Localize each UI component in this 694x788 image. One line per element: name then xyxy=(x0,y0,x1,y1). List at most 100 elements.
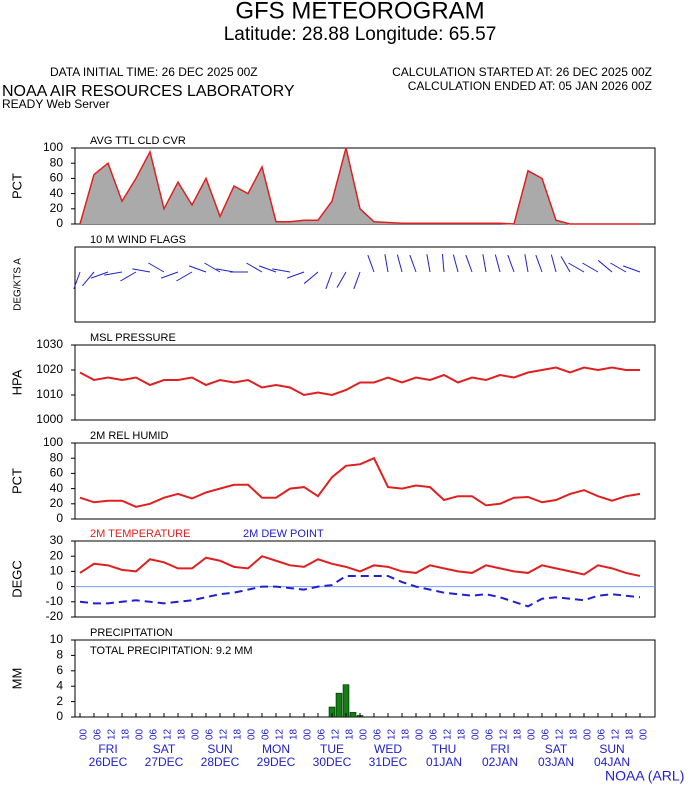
x-tick-label: 00 xyxy=(247,728,258,740)
y-axis-label: HPA xyxy=(9,369,24,395)
x-tick-label: 06 xyxy=(261,728,272,740)
wind-flag xyxy=(452,254,459,273)
date-label: 29DEC xyxy=(257,755,296,769)
wind-flag xyxy=(204,262,221,273)
wind-flag xyxy=(148,262,165,273)
x-tick-label: 06 xyxy=(373,728,384,740)
y-tick-label: 1010 xyxy=(36,387,63,401)
wind-flag xyxy=(188,265,207,273)
day-label: FRI xyxy=(490,742,509,756)
x-tick-label: 06 xyxy=(149,728,160,740)
wind-flag xyxy=(246,262,263,273)
x-tick-label: 00 xyxy=(79,728,90,740)
wind-flag xyxy=(550,254,557,273)
y-tick-label: 10 xyxy=(50,564,64,578)
wind-flag xyxy=(560,256,571,273)
y-tick-label: 1020 xyxy=(36,362,63,376)
date-label: 27DEC xyxy=(145,755,184,769)
x-tick-label: 18 xyxy=(513,728,524,740)
x-tick-label: 18 xyxy=(121,728,132,740)
day-label: SUN xyxy=(599,742,624,756)
wind-flag xyxy=(622,265,641,273)
precip-bar xyxy=(342,684,350,718)
wind-flag xyxy=(258,265,277,273)
panel-title: 2M REL HUMID xyxy=(90,430,168,442)
y-axis-label: DEGC xyxy=(9,560,24,598)
panel-frame xyxy=(74,246,656,323)
wind-flag xyxy=(336,271,347,288)
x-tick-label: 12 xyxy=(387,728,398,740)
panel-title: MSL PRESSURE xyxy=(90,332,176,344)
date-label: 26DEC xyxy=(89,755,128,769)
wind-flag xyxy=(396,254,403,273)
day-label: WED xyxy=(374,742,402,756)
x-tick-label: 18 xyxy=(569,728,580,740)
wind-flag xyxy=(90,271,109,279)
wind-flag xyxy=(82,271,95,287)
x-tick-label: 12 xyxy=(555,728,566,740)
y-tick-label: 0 xyxy=(56,709,63,723)
wind-flag xyxy=(597,260,613,273)
x-tick-label: 12 xyxy=(443,728,454,740)
day-label: SAT xyxy=(153,742,176,756)
y-tick-label: 80 xyxy=(50,155,64,169)
wind-flag xyxy=(409,254,417,273)
date-label: 28DEC xyxy=(201,755,240,769)
y-tick-label: -20 xyxy=(46,609,64,623)
cloud-area xyxy=(80,148,640,224)
wind-flag xyxy=(507,254,515,273)
y-tick-label: 0 xyxy=(56,511,63,525)
y-tick-label: 2 xyxy=(56,694,63,708)
y-tick-label: 100 xyxy=(43,435,63,449)
x-tick-label: 12 xyxy=(499,728,510,740)
panel-frame xyxy=(74,442,656,520)
panel-title: PRECIPITATION xyxy=(90,627,173,639)
wind-flag xyxy=(610,262,627,273)
y-axis-label: MM xyxy=(9,668,24,690)
day-label: SAT xyxy=(545,742,568,756)
credit: NOAA (ARL) xyxy=(605,768,684,784)
wind-flag xyxy=(568,262,585,273)
x-tick-label: 18 xyxy=(233,728,244,740)
x-tick-label: 18 xyxy=(625,728,636,740)
x-tick-label: 00 xyxy=(303,728,314,740)
cloud-line xyxy=(79,147,640,225)
legend-entry: 2M DEW POINT xyxy=(243,528,324,540)
x-tick-label: 18 xyxy=(345,728,356,740)
initial-time: DATA INITIAL TIME: 26 DEC 2025 00Z xyxy=(50,65,258,79)
y-tick-label: 20 xyxy=(50,496,64,510)
series-line xyxy=(79,366,640,397)
wind-flag xyxy=(325,271,333,290)
y-axis-label: PCT xyxy=(9,468,24,494)
x-tick-label: 00 xyxy=(639,728,650,740)
y-tick-label: -10 xyxy=(46,594,64,608)
day-label: THU xyxy=(432,742,457,756)
x-tick-label: 00 xyxy=(415,728,426,740)
x-tick-label: 12 xyxy=(163,728,174,740)
wind-flag xyxy=(367,254,375,273)
wind-flag xyxy=(494,254,501,273)
wind-flag xyxy=(73,271,81,290)
y-tick-label: 40 xyxy=(50,481,64,495)
date-label: 30DEC xyxy=(313,755,352,769)
x-tick-label: 12 xyxy=(275,728,286,740)
series-line xyxy=(79,574,641,608)
day-label: MON xyxy=(262,742,290,756)
x-tick-label: 12 xyxy=(611,728,622,740)
precip-bar xyxy=(349,712,357,718)
panel-title: 10 M WIND FLAGS xyxy=(90,234,186,246)
x-tick-label: 00 xyxy=(527,728,538,740)
wind-flag xyxy=(303,271,319,284)
precip-bar xyxy=(335,692,343,718)
y-tick-label: 4 xyxy=(56,678,63,692)
x-tick-label: 12 xyxy=(107,728,118,740)
wind-flag xyxy=(160,271,179,279)
wind-flag xyxy=(535,254,543,273)
wind-flag xyxy=(104,271,123,276)
x-tick-label: 00 xyxy=(359,728,370,740)
wind-flag xyxy=(524,254,529,273)
y-tick-label: 20 xyxy=(50,201,64,215)
wind-flag xyxy=(441,254,445,273)
wind-flag xyxy=(384,254,389,273)
x-tick-label: 18 xyxy=(457,728,468,740)
